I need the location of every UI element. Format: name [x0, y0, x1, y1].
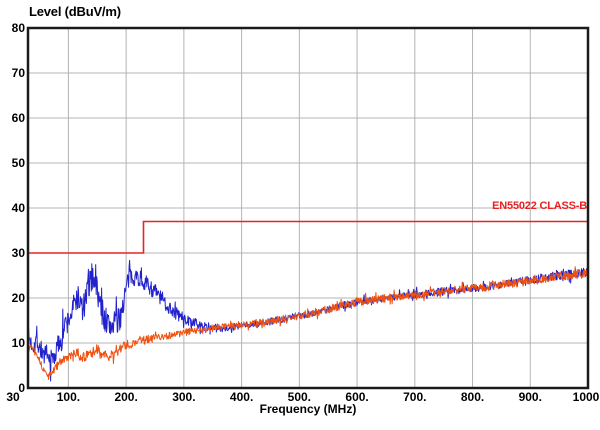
- limit-line: [28, 220, 588, 254]
- y-tick-label: 50: [12, 156, 26, 170]
- x-tick-label: 700.: [403, 390, 426, 404]
- x-tick-label: 400.: [230, 390, 253, 404]
- y-axis-tick-labels: 0 10 20 30 40 50 60 70 80: [12, 21, 26, 395]
- x-tick-label: 30: [6, 390, 20, 404]
- emission-trace-orange: [27, 266, 589, 380]
- x-tick-label: 1000: [573, 390, 600, 404]
- y-tick-label: 20: [12, 291, 26, 305]
- x-tick-label: 800.: [461, 390, 484, 404]
- y-tick-label: 10: [12, 336, 26, 350]
- y-tick-label: 0: [18, 381, 25, 395]
- x-axis-title: Frequency (MHz): [259, 402, 357, 416]
- gridlines: [28, 28, 588, 388]
- x-tick-label: 300.: [172, 390, 195, 404]
- y-tick-label: 80: [12, 21, 26, 35]
- x-tick-label: 900.: [519, 390, 542, 404]
- y-tick-label: 70: [12, 66, 26, 80]
- y-tick-label: 40: [12, 201, 26, 215]
- x-tick-label: 600.: [345, 390, 368, 404]
- y-tick-label: 30: [12, 246, 26, 260]
- y-tick-label: 60: [12, 111, 26, 125]
- plot-border: [26, 26, 590, 390]
- limit-line-label: EN55022 CLASS-B: [492, 200, 587, 212]
- x-tick-label: 500.: [288, 390, 311, 404]
- x-tick-label: 100.: [57, 390, 80, 404]
- chart-title: Level (dBuV/m): [29, 4, 121, 19]
- x-tick-label: 200.: [114, 390, 137, 404]
- x-axis-tick-labels: 30 100. 200. 300. 400. 500. 600. 700. 800. 900. 10…: [6, 390, 599, 404]
